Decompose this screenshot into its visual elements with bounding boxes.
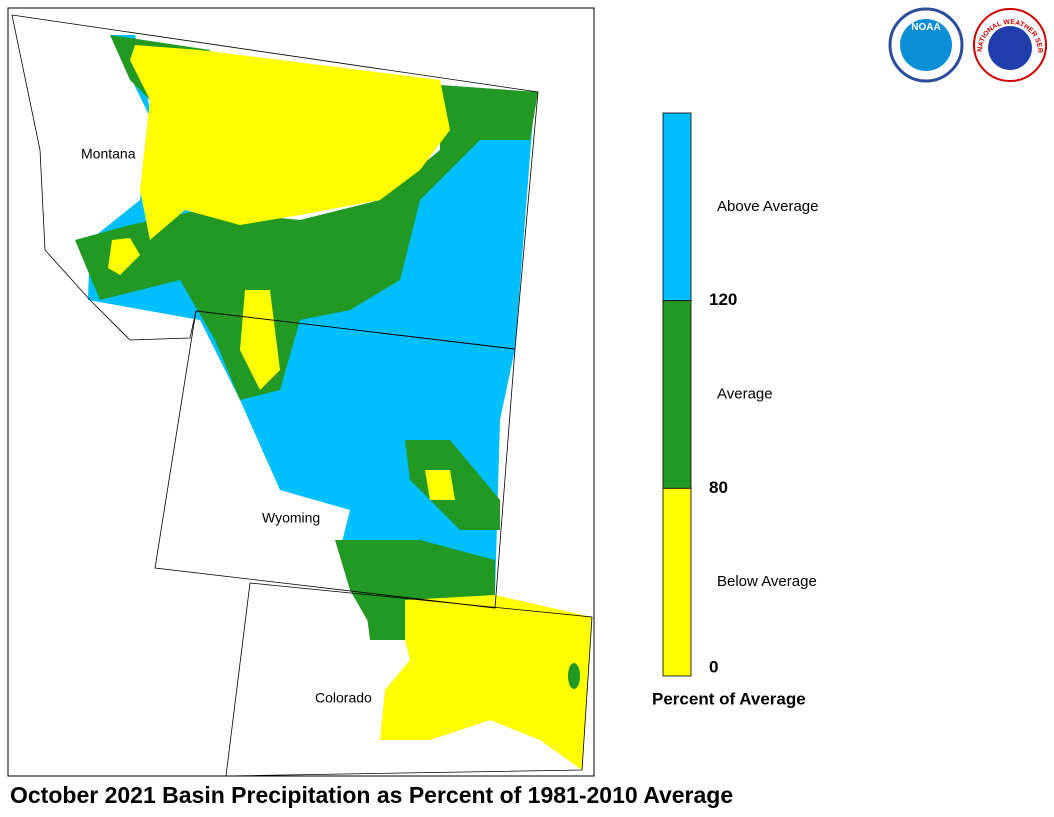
legend-label: Above Average <box>717 198 818 215</box>
legend-tick: 80 <box>709 478 728 497</box>
montana-border <box>11 14 539 350</box>
colorado-border <box>225 582 593 777</box>
noaa-text: NOAA <box>911 22 940 33</box>
nws-logo-inner <box>988 26 1032 70</box>
legend-label: Below Average <box>717 573 817 590</box>
state-label: Montana <box>81 146 136 162</box>
legend-title: Percent of Average <box>652 689 806 708</box>
below-region <box>380 595 592 770</box>
average-region <box>365 600 405 640</box>
average-region <box>568 663 580 689</box>
noaa-logo-inner <box>900 19 952 71</box>
state-label: Wyoming <box>262 510 320 526</box>
wyoming-border <box>154 310 516 609</box>
legend: Percent of Average Above Average Average B… <box>652 112 818 708</box>
legend-tick: 0 <box>709 657 718 676</box>
map-title: October 2021 Basin Precipitation as Perc… <box>10 782 733 808</box>
legend-label: Average <box>717 385 773 402</box>
state-label: Colorado <box>315 690 372 706</box>
legend-tick: 120 <box>709 290 737 309</box>
legend-swatch <box>662 112 692 302</box>
legend-swatch <box>662 300 692 489</box>
below-region <box>240 290 280 390</box>
below-region <box>130 45 450 240</box>
below-region <box>108 238 140 275</box>
map: Montana Wyoming Colorado <box>7 7 595 777</box>
legend-swatch <box>662 487 692 677</box>
below-region <box>425 470 455 500</box>
average-region <box>75 85 538 400</box>
